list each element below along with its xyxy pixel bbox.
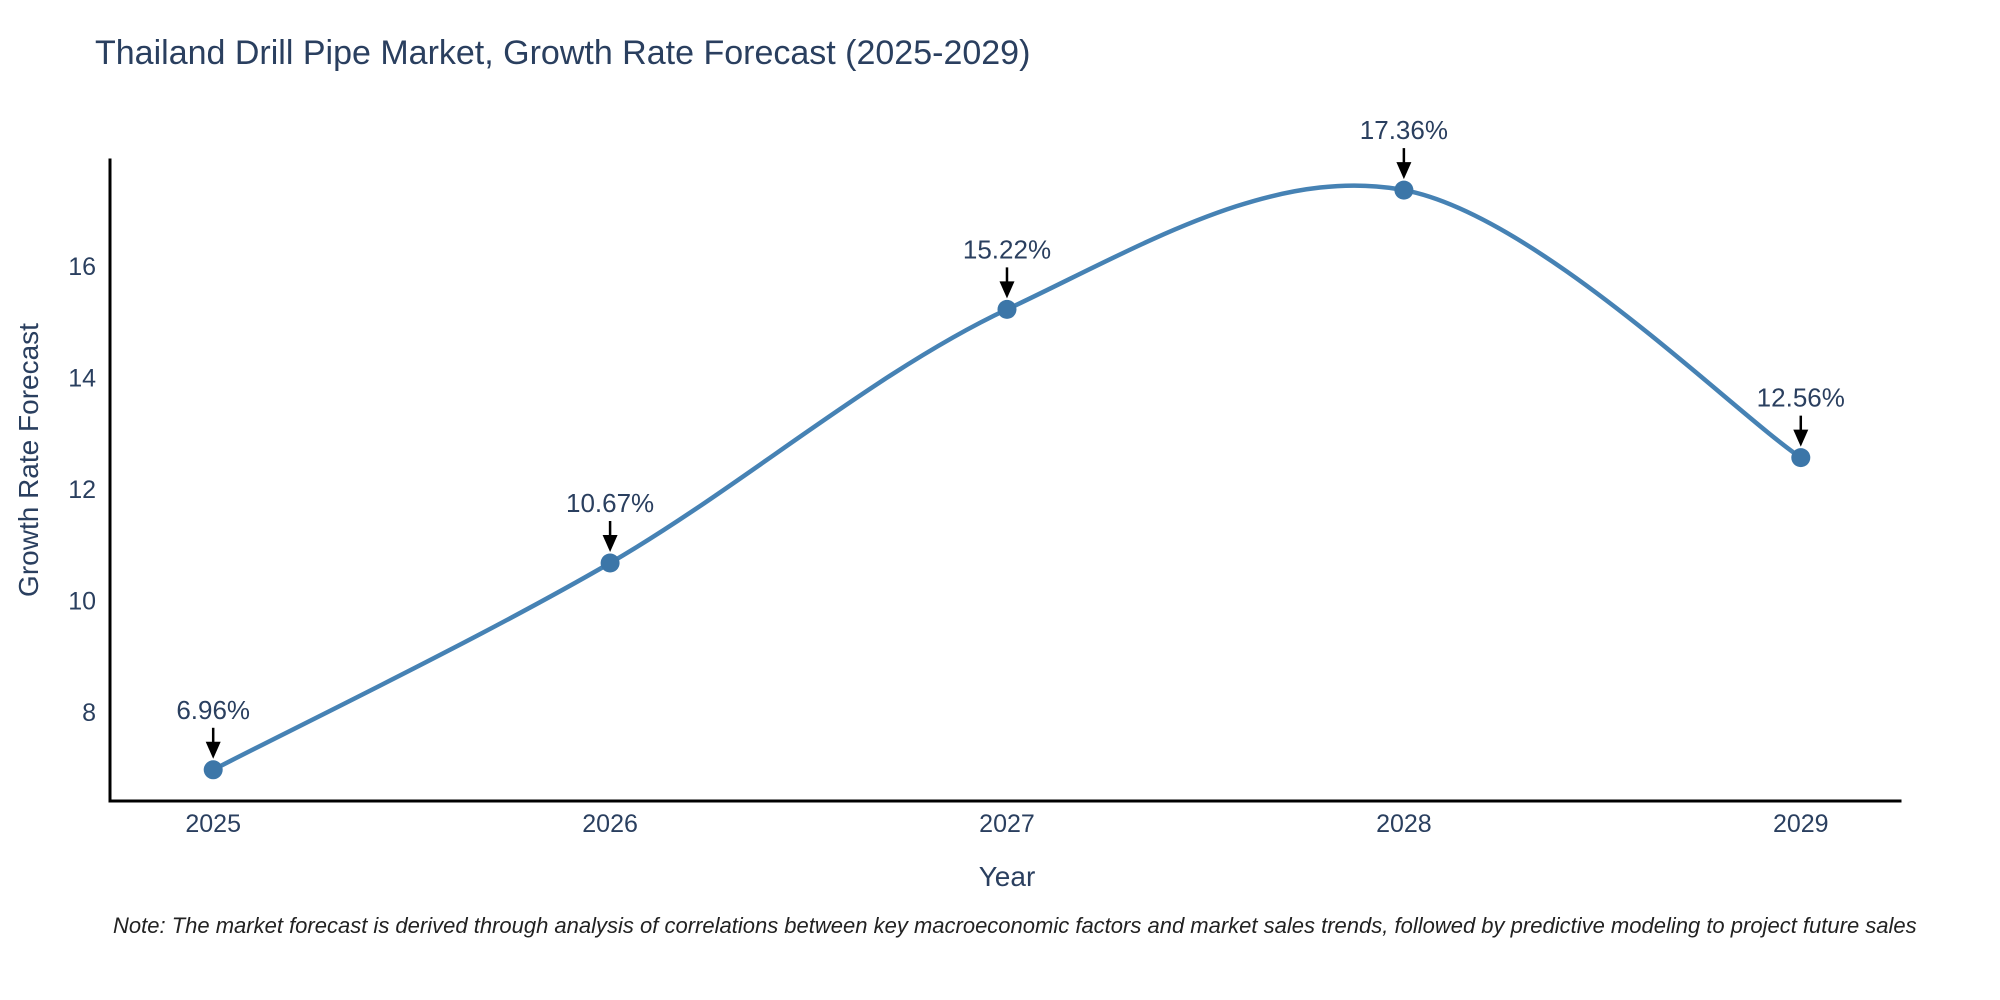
annotation-label: 10.67% — [566, 488, 654, 518]
annotation-label: 12.56% — [1757, 383, 1845, 413]
x-tick-label: 2025 — [185, 810, 241, 838]
line-series — [203, 180, 1811, 780]
y-axis-title: Growth Rate Forecast — [13, 323, 44, 597]
point-annotations: 6.96% 10.67% 15.22% 17.36% 12.56% — [176, 115, 1845, 759]
y-tick-label: 10 — [68, 587, 96, 615]
x-tick-label: 2027 — [979, 810, 1035, 838]
annotation-label: 15.22% — [963, 234, 1051, 264]
data-point-marker — [1791, 448, 1811, 468]
annotation-label: 6.96% — [176, 695, 250, 725]
data-point-marker — [203, 760, 223, 780]
x-tick-label: 2028 — [1376, 810, 1432, 838]
x-axis-title: Year — [979, 861, 1036, 892]
x-tick-label: 2026 — [582, 810, 638, 838]
y-tick-label: 12 — [68, 476, 96, 504]
data-point-marker — [997, 299, 1017, 319]
annotation-arrowhead-icon — [1396, 162, 1412, 180]
data-point-marker — [600, 553, 620, 573]
x-tick-label: 2029 — [1773, 810, 1829, 838]
annotation-arrowhead-icon — [999, 281, 1015, 299]
axis-titles: Year Growth Rate Forecast — [13, 323, 1035, 892]
data-point-marker — [1394, 180, 1414, 200]
y-tick-label: 16 — [68, 253, 96, 281]
tick-labels: 8 10 12 14 16 2025 2026 2027 2028 2029 — [68, 253, 1828, 838]
annotation-arrowhead-icon — [602, 534, 618, 552]
y-tick-label: 14 — [68, 364, 96, 392]
chart-title: Thailand Drill Pipe Market, Growth Rate … — [95, 34, 1031, 72]
annotation-label: 17.36% — [1360, 115, 1448, 145]
y-tick-label: 8 — [82, 699, 96, 727]
footnote: Note: The market forecast is derived thr… — [113, 913, 1917, 938]
axis-spine — [108, 158, 1902, 803]
annotation-arrowhead-icon — [205, 741, 221, 759]
axes — [108, 158, 1902, 803]
annotation-arrowhead-icon — [1793, 429, 1809, 447]
